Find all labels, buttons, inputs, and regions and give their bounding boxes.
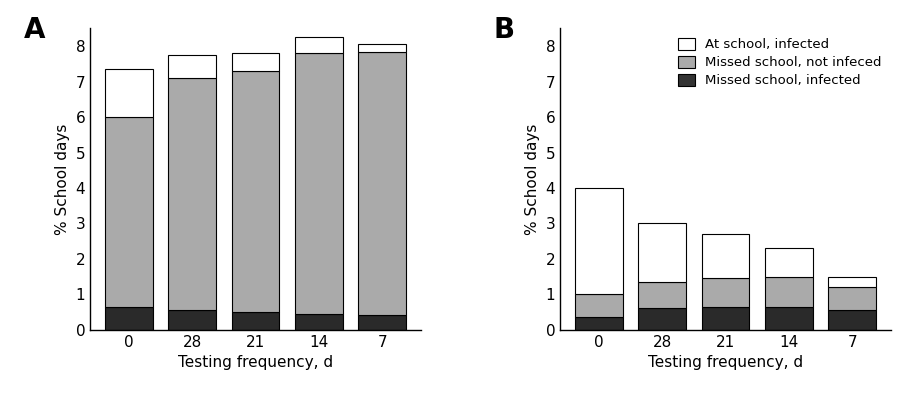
Y-axis label: % School days: % School days bbox=[55, 123, 70, 235]
Bar bbox=[638, 309, 686, 330]
Bar bbox=[702, 234, 750, 278]
Bar bbox=[168, 55, 216, 78]
Bar bbox=[105, 117, 153, 306]
Bar bbox=[828, 310, 876, 330]
Bar bbox=[828, 276, 876, 287]
Bar bbox=[231, 53, 279, 71]
Text: A: A bbox=[23, 16, 45, 44]
Bar bbox=[231, 312, 279, 330]
Bar bbox=[105, 69, 153, 117]
Bar bbox=[702, 306, 750, 330]
Bar bbox=[295, 53, 343, 314]
Bar bbox=[358, 52, 406, 315]
X-axis label: Testing frequency, d: Testing frequency, d bbox=[178, 355, 333, 370]
Y-axis label: % School days: % School days bbox=[525, 123, 540, 235]
Bar bbox=[168, 78, 216, 310]
Bar bbox=[638, 282, 686, 309]
Bar bbox=[168, 310, 216, 330]
Bar bbox=[702, 278, 750, 306]
Bar bbox=[575, 317, 623, 330]
Bar bbox=[638, 223, 686, 282]
Legend: At school, infected, Missed school, not infeced, Missed school, infected: At school, infected, Missed school, not … bbox=[675, 35, 885, 90]
Bar bbox=[295, 37, 343, 53]
Bar bbox=[828, 287, 876, 310]
Bar bbox=[105, 306, 153, 330]
Bar bbox=[765, 248, 813, 276]
Bar bbox=[765, 276, 813, 306]
X-axis label: Testing frequency, d: Testing frequency, d bbox=[648, 355, 803, 370]
Bar bbox=[358, 315, 406, 330]
Bar bbox=[231, 71, 279, 312]
Text: B: B bbox=[494, 16, 515, 44]
Bar bbox=[575, 188, 623, 294]
Bar bbox=[358, 44, 406, 52]
Bar bbox=[765, 306, 813, 330]
Bar bbox=[295, 314, 343, 330]
Bar bbox=[575, 294, 623, 317]
